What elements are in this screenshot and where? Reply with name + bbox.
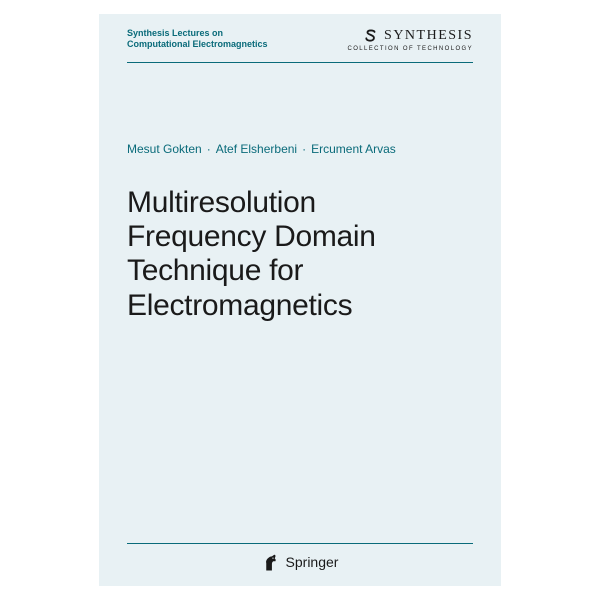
divider-bottom: [127, 543, 473, 544]
springer-horse-icon: [262, 552, 279, 572]
author-3: Ercument Arvas: [311, 142, 396, 156]
header-bar: Synthesis Lectures on Computational Elec…: [127, 28, 473, 52]
synthesis-s-icon: [364, 29, 378, 43]
brand-row: SYNTHESIS: [347, 28, 473, 44]
brand-subtitle: COLLECTION OF TECHNOLOGY: [347, 46, 473, 52]
series-title: Synthesis Lectures on Computational Elec…: [127, 28, 268, 51]
authors-line: Mesut Gokten · Atef Elsherbeni · Ercument Ar…: [127, 142, 473, 156]
series-line1: Synthesis Lectures on: [127, 28, 223, 38]
book-cover: Synthesis Lectures on Computational Elec…: [99, 14, 501, 586]
author-2: Atef Elsherbeni: [216, 142, 297, 156]
author-sep: ·: [302, 142, 306, 156]
page-container: Synthesis Lectures on Computational Elec…: [0, 0, 600, 600]
author-1: Mesut Gokten: [127, 142, 202, 156]
divider-top: [127, 62, 473, 63]
publisher-block: Springer: [99, 552, 501, 572]
brand-name: SYNTHESIS: [384, 28, 473, 44]
series-line2: Computational Electromagnetics: [127, 39, 268, 49]
brand-block: SYNTHESIS COLLECTION OF TECHNOLOGY: [347, 28, 473, 52]
publisher-name: Springer: [286, 554, 339, 570]
author-sep: ·: [207, 142, 211, 156]
book-title: Multiresolution Frequency Domain Techniq…: [127, 186, 461, 323]
